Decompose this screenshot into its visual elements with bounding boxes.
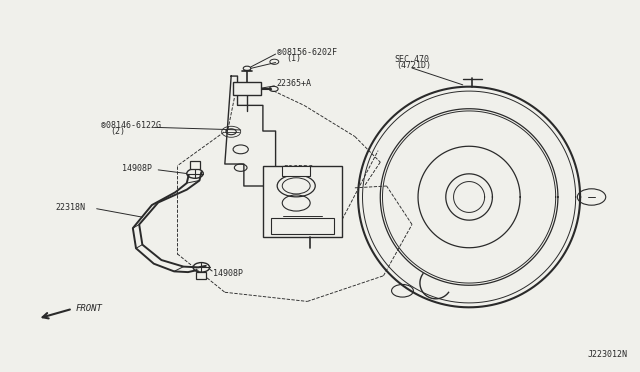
- Bar: [190, 161, 200, 169]
- Bar: [271, 218, 334, 234]
- Bar: [196, 272, 207, 279]
- Text: 14908P: 14908P: [213, 269, 243, 278]
- Bar: [233, 82, 261, 96]
- Text: ®08156-6202F: ®08156-6202F: [277, 48, 337, 57]
- Text: (30609): (30609): [283, 228, 317, 237]
- Text: (2): (2): [111, 127, 125, 136]
- Text: SEC.470: SEC.470: [394, 55, 429, 64]
- Text: SEC.305: SEC.305: [287, 218, 322, 228]
- Text: 14908P: 14908P: [122, 164, 152, 173]
- Bar: [282, 166, 310, 176]
- Text: FRONT: FRONT: [76, 304, 102, 312]
- Bar: [263, 166, 342, 237]
- Text: (4721D): (4721D): [396, 61, 431, 70]
- Text: 22365+A: 22365+A: [277, 79, 312, 88]
- Text: ®08146-6122G: ®08146-6122G: [101, 121, 161, 130]
- Text: 22318N: 22318N: [56, 203, 85, 212]
- Text: J223012N: J223012N: [588, 350, 628, 359]
- Text: MT: MT: [320, 170, 330, 179]
- Text: (1): (1): [286, 54, 301, 63]
- Text: 30653G: 30653G: [284, 165, 313, 174]
